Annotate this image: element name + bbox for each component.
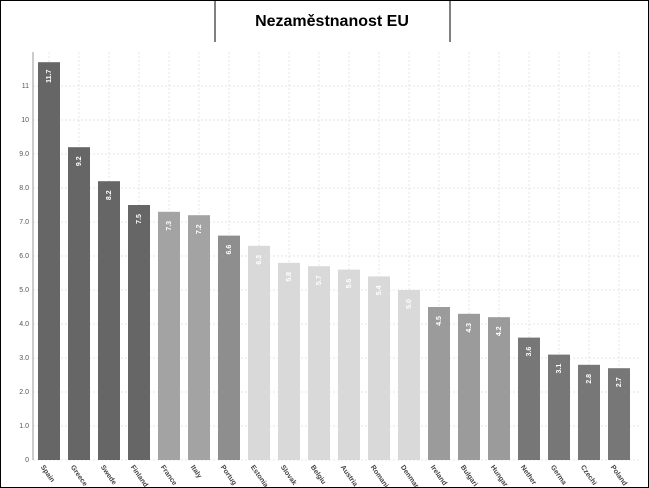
value-label: 4.3	[466, 323, 473, 333]
bar	[98, 181, 120, 460]
value-label: 5.0	[406, 299, 413, 309]
value-label: 6.6	[226, 245, 233, 255]
value-label: 5.7	[316, 275, 323, 285]
bar	[488, 317, 510, 460]
bar	[338, 269, 360, 460]
bar	[518, 337, 540, 460]
y-tick-label: 6.0	[19, 253, 29, 260]
y-tick-label: 10	[21, 117, 29, 124]
value-label: 2.7	[616, 377, 623, 387]
value-label: 5.8	[286, 272, 293, 282]
value-label: 7.2	[196, 224, 203, 234]
bar	[398, 290, 420, 460]
y-tick-label: 8.0	[19, 185, 29, 192]
value-label: 7.3	[166, 221, 173, 231]
bar	[368, 276, 390, 460]
bar	[248, 245, 270, 460]
y-tick-label: 1.0	[19, 423, 29, 430]
bar	[608, 368, 630, 460]
bar	[188, 215, 210, 460]
value-label: 9.2	[76, 156, 83, 166]
chart-title: Nezaměstnanost EU	[255, 13, 409, 30]
value-label: 2.8	[586, 374, 593, 384]
y-tick-label: 11	[22, 83, 29, 90]
value-label: 3.1	[556, 364, 563, 374]
bar	[278, 262, 300, 460]
bar	[458, 313, 480, 460]
value-label: 5.6	[346, 279, 353, 289]
bar	[158, 211, 180, 460]
y-tick-label: 4.0	[19, 321, 29, 328]
value-label: 3.6	[526, 347, 533, 357]
bar	[68, 147, 90, 460]
bar	[548, 354, 570, 460]
y-tick-label: 5.0	[19, 287, 29, 294]
value-label: 7.5	[136, 214, 143, 224]
value-label: 8.2	[106, 190, 113, 200]
bar	[308, 266, 330, 460]
value-label: 6.3	[256, 255, 263, 265]
y-tick-label: 3.0	[19, 355, 29, 362]
bar	[128, 205, 150, 460]
y-tick-label: 2.0	[19, 389, 29, 396]
value-label: 4.5	[436, 316, 443, 326]
y-tick-label: 9.0	[19, 151, 29, 158]
value-label: 5.4	[376, 285, 383, 295]
value-label: 11.7	[46, 69, 53, 82]
bar	[578, 364, 600, 460]
y-tick-label: 0	[25, 457, 29, 464]
y-tick-label: 7.0	[19, 219, 29, 226]
bar	[38, 62, 60, 460]
bar	[428, 307, 450, 460]
value-label: 4.2	[496, 326, 503, 336]
bar	[218, 235, 240, 460]
